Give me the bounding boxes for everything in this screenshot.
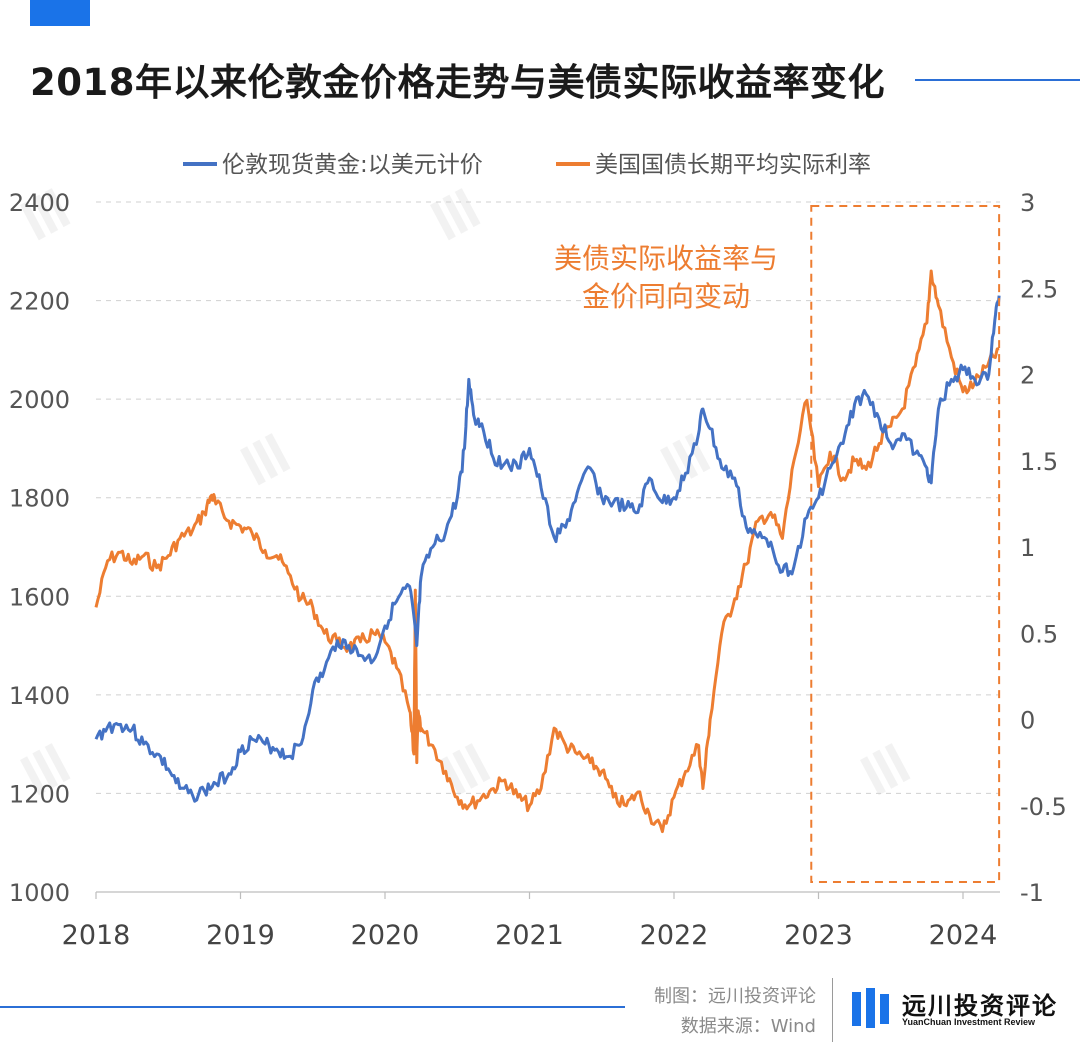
series-layer bbox=[94, 269, 1001, 834]
y-right-tick-label: 2 bbox=[1020, 362, 1035, 390]
x-tick-label: 2022 bbox=[640, 920, 709, 951]
watermark-1 bbox=[430, 188, 481, 241]
watermark-4 bbox=[20, 743, 71, 796]
legend-label-rate: 美国国债长期平均实际利率 bbox=[595, 152, 871, 178]
watermark-0 bbox=[20, 188, 71, 241]
y-left-tick-label: 2000 bbox=[9, 386, 70, 414]
gridlines bbox=[96, 201, 1000, 794]
footer-divider bbox=[832, 978, 833, 1042]
x-tick-label: 2023 bbox=[784, 920, 853, 951]
bars-logo-icon bbox=[852, 988, 889, 1028]
chart-title: 2018年以来伦敦金价格走势与美债实际收益率变化 bbox=[30, 61, 885, 104]
annotation-text: 金价同向变动 bbox=[582, 280, 750, 313]
y-right-tick-label: 3 bbox=[1020, 189, 1035, 217]
watermark-3 bbox=[660, 433, 711, 486]
y-left-tick-label: 1200 bbox=[9, 780, 70, 808]
y-right-tick-label: -0.5 bbox=[1020, 793, 1067, 821]
watermark-5 bbox=[440, 743, 491, 796]
watermark-6 bbox=[860, 743, 911, 796]
y-right-tick-label: 1.5 bbox=[1020, 448, 1058, 476]
annotation-text: 美债实际收益率与 bbox=[554, 242, 778, 275]
brand-subtitle: YuanChuan Investment Review bbox=[902, 1017, 1036, 1027]
line-chart: 1000 1200 1400 1600 1800 2000 2200 2400 -1 -0.5 0 0… bbox=[9, 152, 1067, 951]
brand-name: 远川投资评论 bbox=[902, 992, 1058, 1020]
y-right-tick-label: 0.5 bbox=[1020, 620, 1058, 648]
y-left-tick-label: 1600 bbox=[9, 583, 70, 611]
y-right-tick-label: 2.5 bbox=[1020, 275, 1058, 303]
axes: 1000 1200 1400 1600 1800 2000 2200 2400 -1 -0.5 0 0… bbox=[9, 189, 1067, 951]
watermark-layer bbox=[20, 188, 911, 796]
credit-data-source: 数据来源：Wind bbox=[680, 1016, 816, 1037]
x-tick-label: 2021 bbox=[495, 920, 564, 951]
corner-accent-tab bbox=[30, 0, 90, 26]
y-left-tick-label: 2400 bbox=[9, 189, 70, 217]
watermark-2 bbox=[240, 433, 291, 486]
legend: 伦敦现货黄金:以美元计价 美国国债长期平均实际利率 bbox=[183, 152, 871, 178]
series-line-gold bbox=[94, 295, 1001, 803]
footer-rule bbox=[0, 1006, 625, 1008]
series-line-rate bbox=[94, 269, 1000, 834]
y-right-tick-label: 0 bbox=[1020, 707, 1035, 735]
title-rule bbox=[915, 79, 1080, 81]
y-right-tick-label: -1 bbox=[1020, 879, 1044, 907]
x-tick-label: 2019 bbox=[206, 920, 275, 951]
x-tick-label: 2024 bbox=[929, 920, 998, 951]
y-right-tick-label: 1 bbox=[1020, 534, 1035, 562]
highlight-box bbox=[810, 205, 1001, 883]
y-left-tick-label: 1400 bbox=[9, 682, 70, 710]
credit-chart-author: 制图：远川投资评论 bbox=[654, 986, 816, 1007]
y-left-tick-label: 1800 bbox=[9, 485, 70, 513]
legend-label-gold: 伦敦现货黄金:以美元计价 bbox=[222, 152, 483, 178]
brand-logo: 远川投资评论 YuanChuan Investment Review bbox=[850, 986, 1080, 1034]
y-left-tick-label: 1000 bbox=[9, 879, 70, 907]
x-tick-label: 2020 bbox=[351, 920, 420, 951]
y-left-tick-label: 2200 bbox=[9, 288, 70, 316]
x-tick-label: 2018 bbox=[62, 920, 131, 951]
